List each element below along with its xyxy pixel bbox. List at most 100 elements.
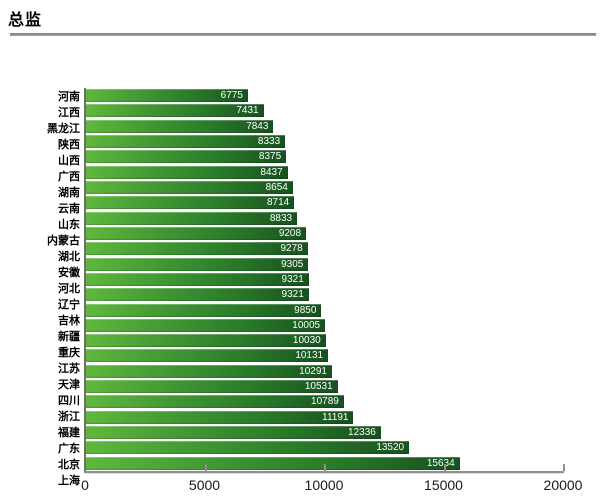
y-axis-label: 陕西 [58,139,80,151]
bar-row: 13520 [86,440,564,455]
y-axis-label: 江西 [58,107,80,119]
y-axis-label: 云南 [58,203,80,215]
bar: 10030 [86,334,326,348]
x-axis-tick-label: 10000 [304,477,344,493]
x-axis-tick [204,464,207,471]
bar: 11191 [86,410,354,424]
bar-row: 7431 [86,103,564,118]
y-axis-label: 湖南 [58,187,80,199]
x-axis-tick-label: 15000 [424,477,463,493]
bar-row: 10789 [86,394,564,409]
bar: 12336 [86,426,381,440]
bar-row: 8654 [86,180,564,195]
bar: 10789 [86,395,344,409]
bar-value-label: 10291 [299,365,327,377]
y-axis-label: 山西 [58,155,80,167]
bar-value-label: 8333 [257,136,281,148]
y-axis-label: 辽宁 [58,299,80,311]
x-axis-tick [324,464,326,471]
bar-value-label: 6775 [220,90,243,102]
bar: 6775 [86,89,248,103]
bar-row: 10531 [86,379,564,394]
bar: 7843 [86,119,274,133]
y-axis-label: 新疆 [58,331,80,343]
y-axis-labels: 河南 江西 黑龙江 陕西 山西 广西 湖南 云南 山东 内蒙古 湖北 安徽 河北 辽宁 吉林 新疆 重庆 江苏 天津… [0,88,80,487]
bar: 13520 [86,441,410,455]
bar: 9278 [86,242,308,256]
y-axis-label: 安徽 [58,267,80,279]
bar-row: 9850 [86,302,564,317]
bar-value-label: 9321 [281,289,304,301]
bar-row: 9321 [86,287,564,302]
y-axis-label: 黑龙江 [47,123,80,135]
y-axis-label: 内蒙古 [47,235,80,247]
bar-value-label: 10789 [311,396,339,408]
bar-row: 7843 [86,119,564,134]
bar: 9850 [86,303,322,317]
y-axis-label: 河南 [58,91,80,103]
bar-row: 8333 [86,134,564,149]
y-axis-label: 江苏 [58,363,80,375]
bar: 8714 [86,196,295,210]
y-axis-label: 天津 [58,379,80,391]
y-axis-label: 吉林 [58,315,80,327]
bar: 8333 [86,135,286,149]
y-axis-label: 四川 [58,395,80,407]
y-axis-label: 河北 [58,283,80,295]
title-divider [10,33,596,36]
x-axis-line [84,471,564,473]
y-axis-line [84,88,86,471]
bar: 8375 [86,150,287,164]
bar-chart-plot-area: 6775 7431 7843 8333 8375 8437 8654 8714 8833 9208… [84,88,565,473]
x-axis-tick [563,464,565,471]
bar-value-label: 10030 [292,335,321,347]
bar: 9208 [86,226,307,240]
bar-value-label: 9278 [280,243,303,255]
bar-row: 9321 [86,272,564,287]
x-axis-tick-labels: 0 5000 10000 15000 20000 [0,477,600,497]
bar-value-label: 10131 [295,350,324,362]
y-axis-label: 广东 [58,443,80,455]
bar-value-label: 7843 [246,120,269,132]
bar-row: 15634 [86,456,564,471]
bar-value-label: 10531 [304,381,333,393]
bar: 9305 [86,257,309,271]
bar-row: 8714 [86,195,564,210]
bar-row: 9208 [86,226,564,241]
bar: 8654 [86,181,293,195]
bar-value-label: 9305 [281,258,304,270]
bar-row: 11191 [86,410,564,425]
bar-value-label: 8714 [267,197,290,209]
bar-row: 6775 [86,88,564,103]
bar: 8833 [86,211,298,225]
bar: 10291 [86,364,332,378]
bar: 15634 [86,456,460,470]
bar-value-label: 8654 [265,182,288,194]
bar-value-label: 9850 [294,304,317,316]
bar-row: 9305 [86,256,564,271]
bar-value-label: 9208 [278,227,302,239]
bar-value-label: 12336 [348,427,376,439]
bar-value-label: 10005 [292,319,321,331]
bar-value-label: 7431 [236,105,259,117]
page-title: 总监 [8,12,43,29]
plot-rows: 6775 7431 7843 8333 8375 8437 8654 8714 8833 9208… [86,88,564,471]
y-axis-label: 福建 [58,427,80,439]
x-axis-tick-label: 0 [81,477,89,493]
y-axis-label: 浙江 [58,411,80,423]
bar-value-label: 13520 [376,442,405,454]
bar-value-label: 9321 [281,273,304,285]
bar-value-label: 8833 [269,212,293,224]
bar-value-label: 8375 [258,151,282,163]
bar-row: 12336 [86,425,564,440]
x-axis-tick-label: 20000 [543,477,583,493]
bar-row: 9278 [86,241,564,256]
bar: 9321 [86,272,309,286]
bar-value-label: 8437 [260,166,283,178]
bar: 10531 [86,380,338,394]
bar-row: 8375 [86,149,564,164]
x-axis-tick-label: 5000 [188,477,221,493]
bar-row: 8437 [86,165,564,180]
bar-row: 10005 [86,318,564,333]
